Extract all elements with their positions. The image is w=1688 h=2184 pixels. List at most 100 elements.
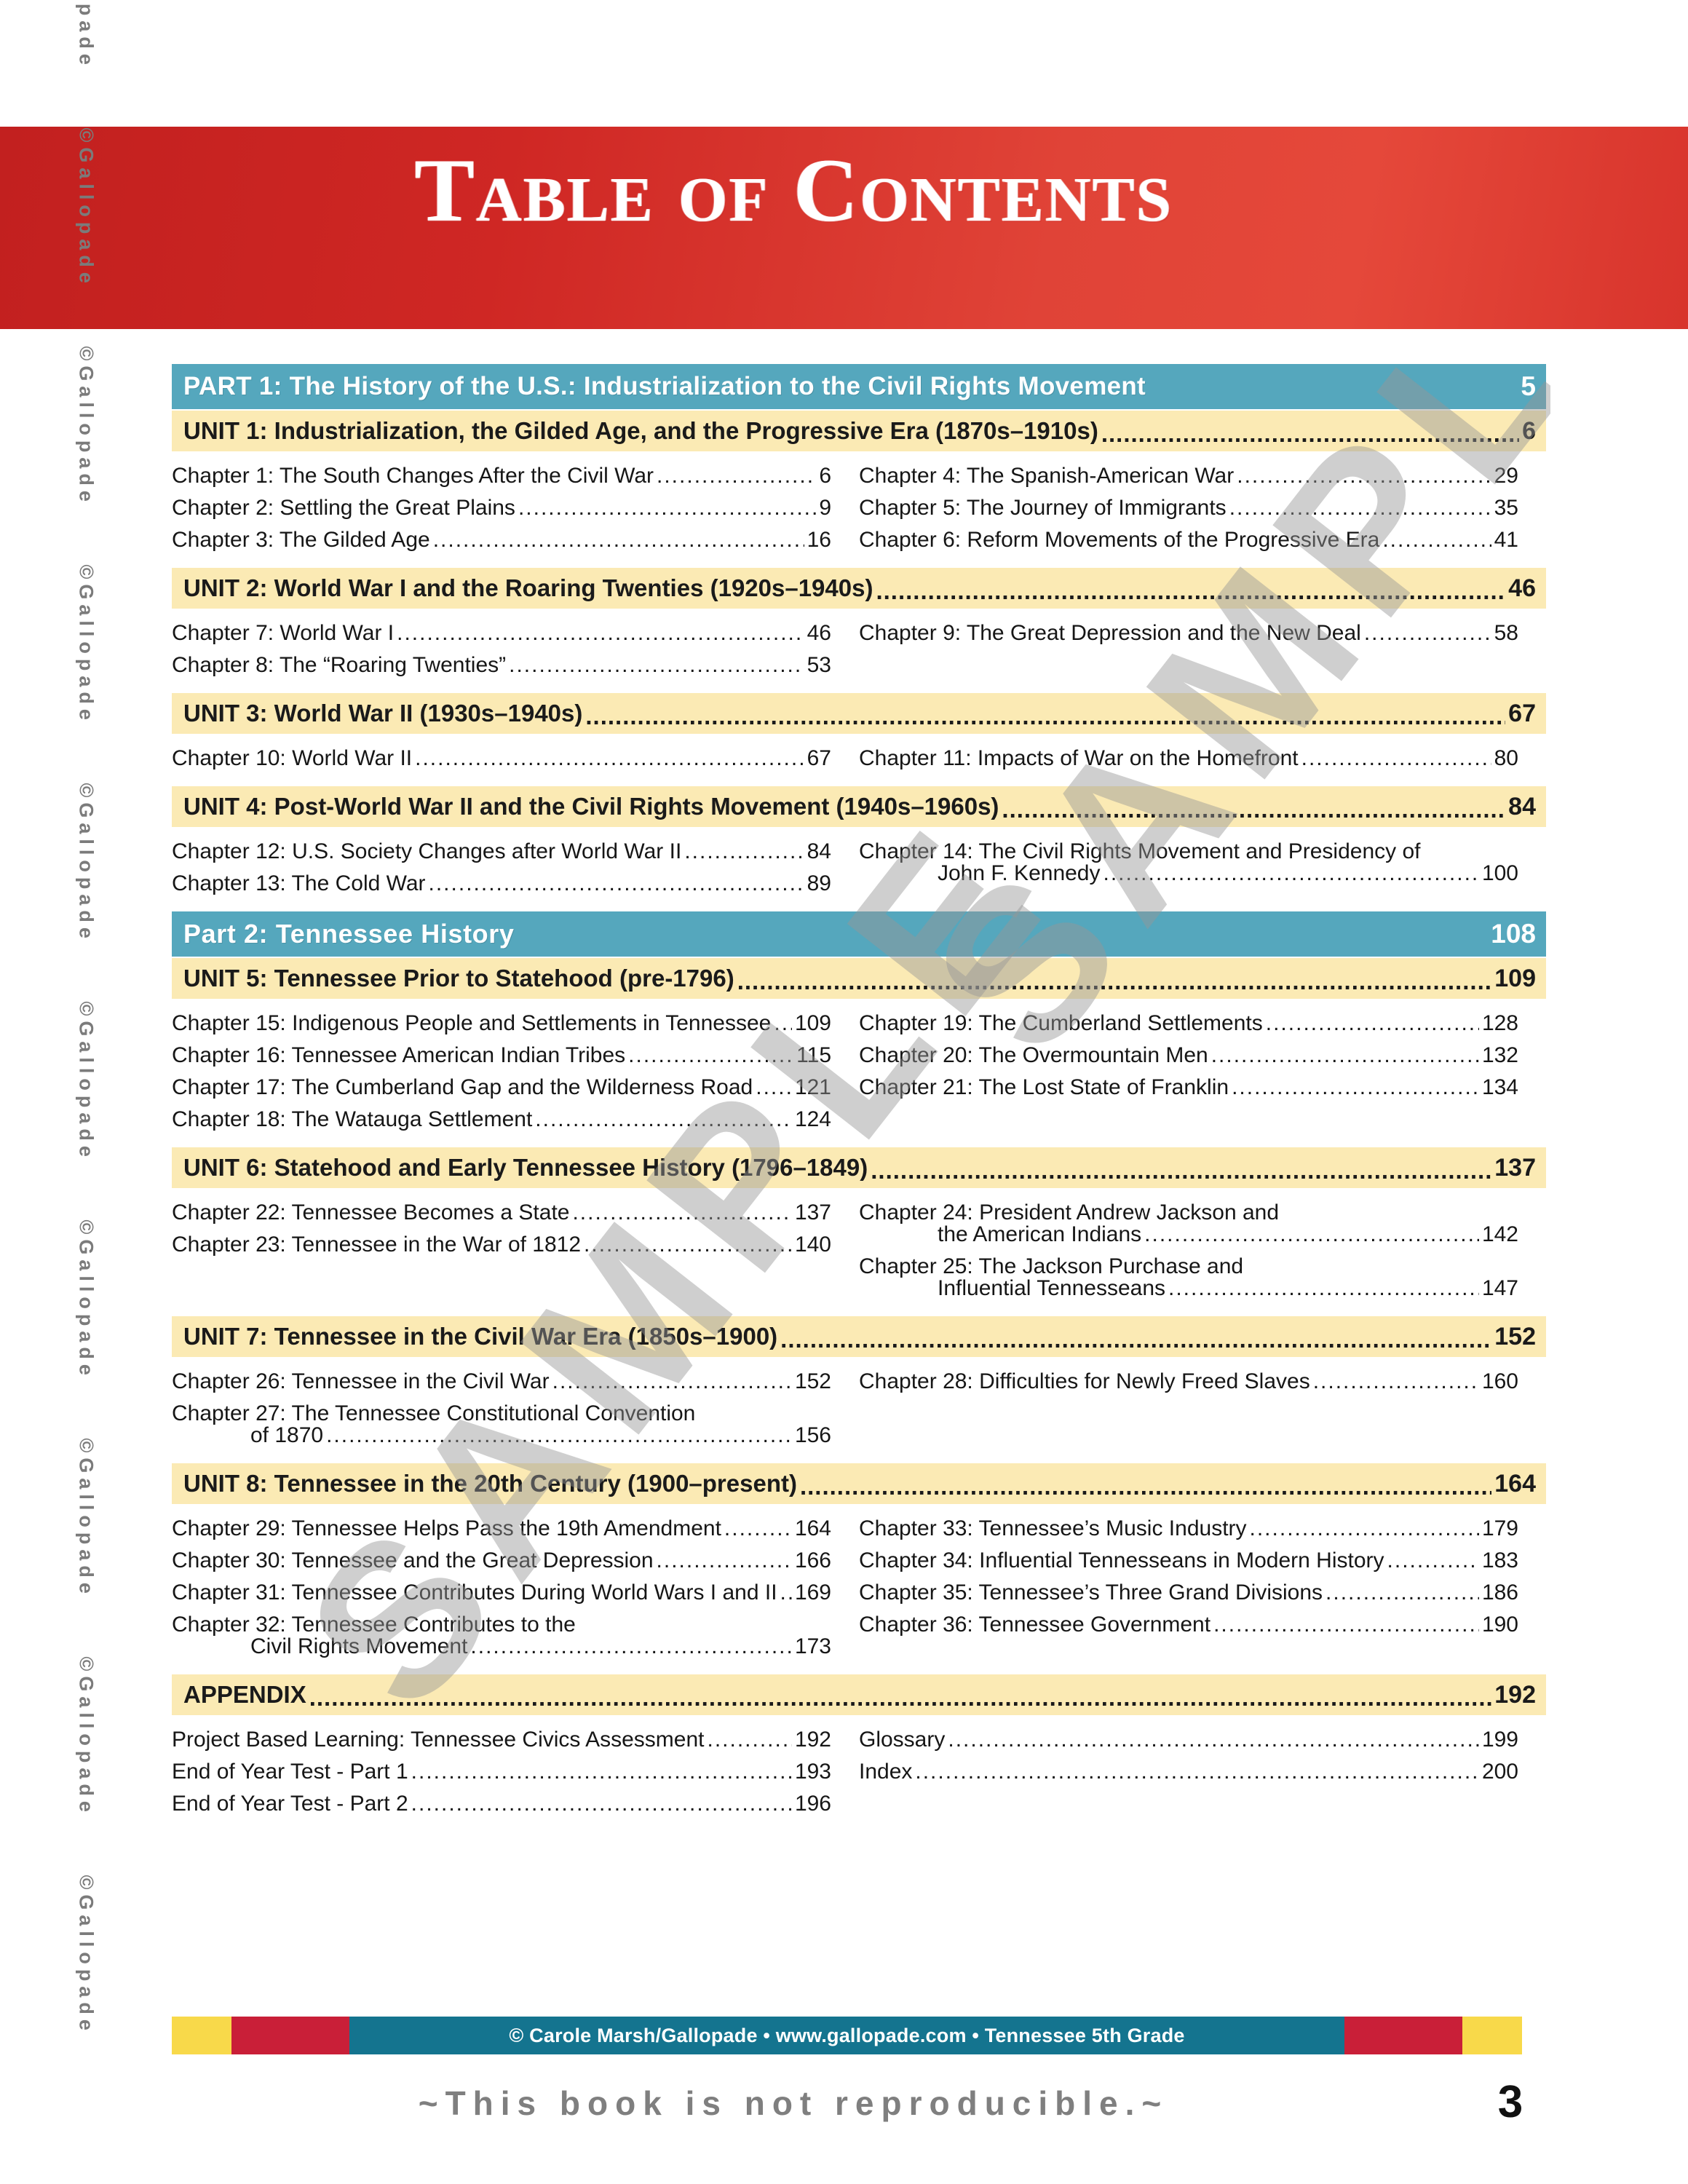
toc-chapter-page: 109 — [794, 1011, 831, 1035]
toc-part-title: PART 1: The History of the U.S.: Industr… — [183, 372, 1146, 400]
toc-leader-dots: ........................................… — [535, 1109, 792, 1131]
toc-part-header[interactable]: PART 1: The History of the U.S.: Industr… — [172, 364, 1546, 409]
toc-chapter-label: Chapter 21: The Lost State of Franklin — [859, 1075, 1229, 1099]
toc-chapter-entry[interactable]: Chapter 20: The Overmountain Men........… — [859, 1040, 1518, 1072]
toc-leader-dots: ........................................… — [1237, 465, 1491, 487]
toc-unit-page: 137 — [1494, 1153, 1536, 1182]
toc-chapter-label: Chapter 34: Influential Tennesseans in M… — [859, 1548, 1384, 1572]
edge-watermark-text: ©Gallopade — [75, 564, 98, 725]
toc-chapter-entry[interactable]: Index...................................… — [859, 1756, 1518, 1788]
page-number: 3 — [1497, 2077, 1523, 2127]
toc-chapter-entry[interactable]: Chapter 31: Tennessee Contributes During… — [172, 1577, 831, 1609]
toc-leader-dots: ........................................… — [572, 1202, 791, 1224]
toc-chapter-label: Chapter 20: The Overmountain Men — [859, 1043, 1208, 1067]
toc-unit-header[interactable]: UNIT 8: Tennessee in the 20th Century (1… — [172, 1463, 1546, 1504]
toc-chapter-entry[interactable]: Chapter 34: Influential Tennesseans in M… — [859, 1545, 1518, 1577]
toc-chapter-entry[interactable]: Chapter 18: The Watauga Settlement......… — [172, 1104, 831, 1136]
toc-chapter-page: 16 — [807, 528, 831, 552]
edge-watermark-text: ©Gallopade — [75, 1656, 98, 1817]
toc-unit-page: 84 — [1508, 792, 1536, 820]
toc-unit-title: APPENDIX — [183, 1681, 306, 1708]
toc-chapter-entry[interactable]: Chapter 9: The Great Depression and the … — [859, 617, 1518, 649]
toc-chapter-entry[interactable]: Chapter 35: Tennessee’s Three Grand Divi… — [859, 1577, 1518, 1609]
toc-chapter-columns: Chapter 12: U.S. Society Changes after W… — [172, 830, 1546, 911]
toc-chapter-entry[interactable]: End of Year Test - Part 1...............… — [172, 1756, 831, 1788]
edge-watermark-text: ©Gallopade — [75, 1001, 98, 1162]
toc-unit-header[interactable]: UNIT 7: Tennessee in the Civil War Era (… — [172, 1316, 1546, 1357]
toc-chapter-entry[interactable]: Chapter 25: The Jackson Purchase and Infl… — [859, 1251, 1518, 1305]
toc-chapter-entry[interactable]: Chapter 8: The “Roaring Twenties”.......… — [172, 649, 831, 681]
toc-leader-dots: ........................................… — [584, 1234, 792, 1256]
toc-part-header[interactable]: Part 2: Tennessee History 108 — [172, 911, 1546, 957]
toc-chapter-entry[interactable]: Chapter 23: Tennessee in the War of 1812… — [172, 1229, 831, 1261]
toc-chapter-entry[interactable]: End of Year Test - Part 2...............… — [172, 1788, 831, 1820]
toc-chapter-entry[interactable]: Chapter 5: The Journey of Immigrants....… — [859, 492, 1518, 524]
toc-chapter-entry[interactable]: Chapter 17: The Cumberland Gap and the W… — [172, 1072, 831, 1104]
toc-chapter-entry[interactable]: Chapter 29: Tennessee Helps Pass the 19t… — [172, 1513, 831, 1545]
toc-leader-dots: ........................................… — [1210, 1045, 1479, 1067]
toc-chapter-entry[interactable]: Chapter 12: U.S. Society Changes after W… — [172, 836, 831, 868]
toc-chapter-entry[interactable]: Chapter 3: The Gilded Age...............… — [172, 524, 831, 556]
toc-chapter-entry[interactable]: Chapter 27: The Tennessee Constitutional… — [172, 1398, 831, 1452]
toc-unit-header[interactable]: UNIT 1: Industrialization, the Gilded Ag… — [172, 411, 1546, 451]
toc-chapter-entry[interactable]: Chapter 33: Tennessee’s Music Industry..… — [859, 1513, 1518, 1545]
toc-chapter-label: Chapter 33: Tennessee’s Music Industry — [859, 1516, 1247, 1540]
toc-chapter-entry[interactable]: Chapter 21: The Lost State of Franklin..… — [859, 1072, 1518, 1104]
toc-leader-dots: ........................................… — [1144, 1224, 1479, 1246]
toc-unit-header[interactable]: UNIT 3: World War II (1930s–1940s)......… — [172, 693, 1546, 734]
toc-chapter-entry[interactable]: Chapter 11: Impacts of War on the Homefr… — [859, 743, 1518, 775]
toc-chapter-entry[interactable]: Chapter 19: The Cumberland Settlements..… — [859, 1008, 1518, 1040]
toc-chapter-entry[interactable]: Chapter 16: Tennessee American Indian Tr… — [172, 1040, 831, 1072]
toc-leader-dots: ........................................… — [1101, 421, 1519, 446]
toc-leader-dots: ........................................… — [737, 968, 1492, 993]
toc-chapter-label: Chapter 29: Tennessee Helps Pass the 19t… — [172, 1516, 721, 1540]
toc-chapter-entry[interactable]: Chapter 1: The South Changes After the C… — [172, 460, 831, 492]
toc-unit-header[interactable]: APPENDIX................................… — [172, 1674, 1546, 1715]
toc-chapter-page: 29 — [1494, 464, 1518, 488]
toc-unit-header[interactable]: UNIT 2: World War I and the Roaring Twen… — [172, 568, 1546, 609]
toc-column-right: Chapter 14: The Civil Rights Movement an… — [859, 836, 1518, 900]
toc-chapter-entry[interactable]: Project Based Learning: Tennessee Civics… — [172, 1724, 831, 1756]
toc-unit-header[interactable]: UNIT 4: Post-World War II and the Civil … — [172, 786, 1546, 827]
toc-unit-header[interactable]: UNIT 5: Tennessee Prior to Statehood (pr… — [172, 958, 1546, 999]
toc-chapter-entry[interactable]: Chapter 28: Difficulties for Newly Freed… — [859, 1366, 1518, 1398]
toc-column-right: Chapter 24: President Andrew Jackson and… — [859, 1197, 1518, 1305]
toc-chapter-label: Project Based Learning: Tennessee Civics… — [172, 1728, 705, 1752]
toc-chapter-entry[interactable]: Chapter 7: World War I..................… — [172, 617, 831, 649]
toc-chapter-entry[interactable]: Chapter 24: President Andrew Jackson and… — [859, 1197, 1518, 1251]
toc-unit-header[interactable]: UNIT 6: Statehood and Early Tennessee Hi… — [172, 1147, 1546, 1188]
toc-chapter-label: Chapter 4: The Spanish-American War — [859, 464, 1235, 488]
toc-chapter-entry[interactable]: Chapter 36: Tennessee Government........… — [859, 1609, 1518, 1641]
toc-chapter-entry[interactable]: Chapter 4: The Spanish-American War.....… — [859, 460, 1518, 492]
toc-chapter-entry[interactable]: Chapter 32: Tennessee Contributes to the… — [172, 1609, 831, 1663]
toc-chapter-entry[interactable]: Chapter 10: World War II................… — [172, 743, 831, 775]
toc-column-left: Chapter 12: U.S. Society Changes after W… — [172, 836, 831, 900]
toc-chapter-entry[interactable]: Chapter 6: Reform Movements of the Progr… — [859, 524, 1518, 556]
toc-chapter-page: 169 — [794, 1580, 831, 1605]
toc-chapter-entry[interactable]: Chapter 15: Indigenous People and Settle… — [172, 1008, 831, 1040]
toc-leader-dots: ........................................… — [309, 1685, 1492, 1709]
toc-leader-dots: ........................................… — [1363, 622, 1491, 644]
toc-part-title: Part 2: Tennessee History — [183, 919, 515, 949]
toc-chapter-entry[interactable]: Chapter 26: Tennessee in the Civil War..… — [172, 1366, 831, 1398]
toc-chapter-entry[interactable]: Glossary................................… — [859, 1724, 1518, 1756]
toc-chapter-entry[interactable]: Chapter 2: Settling the Great Plains....… — [172, 492, 831, 524]
toc-leader-dots: ........................................… — [428, 873, 804, 895]
toc-chapter-entry[interactable]: Chapter 14: The Civil Rights Movement an… — [859, 836, 1518, 890]
page-title: Table of Contents — [414, 141, 1173, 240]
toc-chapter-columns: Chapter 29: Tennessee Helps Pass the 19t… — [172, 1507, 1546, 1674]
toc-chapter-entry[interactable]: Chapter 30: Tennessee and the Great Depr… — [172, 1545, 831, 1577]
toc-leader-dots: ........................................… — [656, 1550, 792, 1572]
toc-chapter-entry[interactable]: Chapter 13: The Cold War................… — [172, 868, 831, 900]
toc-chapter-page: 89 — [807, 871, 831, 895]
toc-leader-dots: ........................................… — [756, 1077, 792, 1099]
toc-leader-dots: ........................................… — [1326, 1582, 1479, 1604]
toc-chapter-label: Chapter 5: The Journey of Immigrants — [859, 496, 1227, 520]
toc-chapter-entry[interactable]: Chapter 22: Tennessee Becomes a State...… — [172, 1197, 831, 1229]
toc-leader-dots: ........................................… — [509, 654, 804, 676]
toc-leader-dots: ........................................… — [1168, 1278, 1479, 1299]
toc-leader-dots: ........................................… — [1265, 1013, 1479, 1034]
toc-chapter-columns: Chapter 26: Tennessee in the Civil War..… — [172, 1360, 1546, 1463]
footer-swatch-yellow-right — [1462, 2017, 1522, 2054]
